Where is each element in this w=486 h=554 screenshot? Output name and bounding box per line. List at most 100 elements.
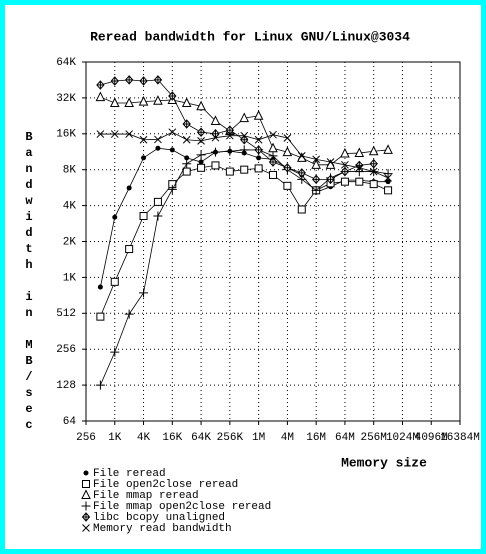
point: [96, 312, 105, 321]
point: [153, 75, 163, 85]
point: [283, 181, 292, 190]
point: [168, 128, 177, 137]
point: [297, 168, 306, 178]
point: [383, 144, 393, 154]
point: [124, 309, 134, 319]
point: [82, 524, 90, 532]
point: [225, 131, 234, 140]
x-axis-label: Memory size: [341, 455, 427, 470]
point: [354, 147, 365, 158]
point: [225, 167, 234, 176]
point: [268, 157, 278, 167]
point: [297, 205, 306, 214]
point: [126, 185, 132, 191]
y-tick-label: 64: [63, 416, 77, 428]
x-tick-label: 1K: [108, 432, 122, 444]
legend-label: File mmap reread: [93, 490, 199, 502]
x-tick-label: 4M: [281, 432, 294, 444]
point: [311, 159, 321, 169]
x-tick-label: 256: [76, 432, 96, 444]
legend-label: File open2close reread: [93, 479, 238, 491]
point: [369, 158, 378, 169]
point: [139, 135, 148, 144]
point: [82, 480, 90, 488]
point: [211, 128, 220, 139]
y-tick-label: 128: [56, 380, 76, 392]
point: [198, 159, 204, 165]
point: [125, 245, 134, 254]
point: [268, 142, 278, 153]
point: [196, 127, 206, 137]
point: [182, 135, 191, 144]
point: [81, 501, 91, 511]
point: [153, 211, 163, 221]
point: [168, 91, 177, 101]
point: [110, 130, 119, 138]
point: [340, 166, 350, 177]
x-tick-label: 16K: [162, 432, 182, 444]
point: [139, 288, 149, 298]
point: [312, 155, 321, 164]
x-tick-label: 256M: [360, 432, 386, 444]
point: [95, 380, 105, 390]
point: [296, 152, 307, 162]
point: [210, 115, 221, 125]
point: [326, 174, 335, 185]
point: [96, 130, 105, 138]
y-tick-label: 16K: [56, 129, 76, 141]
point: [355, 163, 364, 172]
point: [96, 80, 105, 90]
point: [125, 130, 134, 138]
x-tick-label: 4096M: [415, 432, 448, 444]
x-tick-label: 64M: [335, 432, 355, 444]
legend-label: Memory read bandwidth: [93, 523, 232, 535]
point: [369, 167, 378, 176]
point: [81, 512, 91, 522]
point: [368, 145, 379, 156]
point: [153, 197, 162, 206]
point: [384, 186, 393, 195]
point: [138, 95, 149, 106]
point: [141, 155, 147, 161]
point: [282, 146, 293, 157]
x-tick-label: 1M: [252, 432, 265, 444]
y-tick-label: 1K: [63, 272, 77, 284]
point: [211, 161, 220, 170]
point: [253, 110, 264, 120]
y-tick-label: 256: [56, 344, 76, 356]
point: [110, 277, 119, 286]
point: [225, 146, 235, 156]
point: [297, 152, 306, 160]
point: [326, 158, 335, 166]
point: [269, 170, 277, 179]
point: [139, 76, 148, 86]
point: [269, 130, 277, 139]
y-tick-label: 8K: [63, 165, 77, 177]
point: [369, 180, 378, 189]
point: [139, 212, 148, 221]
point: [283, 163, 292, 173]
point: [97, 284, 103, 290]
point: [124, 97, 134, 107]
x-tick-label: 4K: [137, 432, 151, 444]
point: [196, 150, 206, 160]
point: [182, 167, 191, 176]
point: [154, 135, 162, 144]
point: [340, 177, 349, 186]
point: [109, 97, 120, 107]
point: [210, 147, 220, 157]
point: [197, 136, 205, 145]
point: [385, 179, 391, 185]
point: [225, 125, 235, 135]
y-axis-label: Bandwidth in MB/sec: [22, 130, 36, 434]
point: [254, 135, 263, 144]
x-tick-label: 16384M: [440, 432, 480, 444]
point: [110, 347, 120, 357]
point: [167, 184, 177, 194]
point: [283, 134, 292, 142]
x-tick-label: 16M: [306, 432, 326, 444]
legend-label: libc bcopy unaligned: [93, 512, 225, 524]
point: [240, 131, 249, 140]
